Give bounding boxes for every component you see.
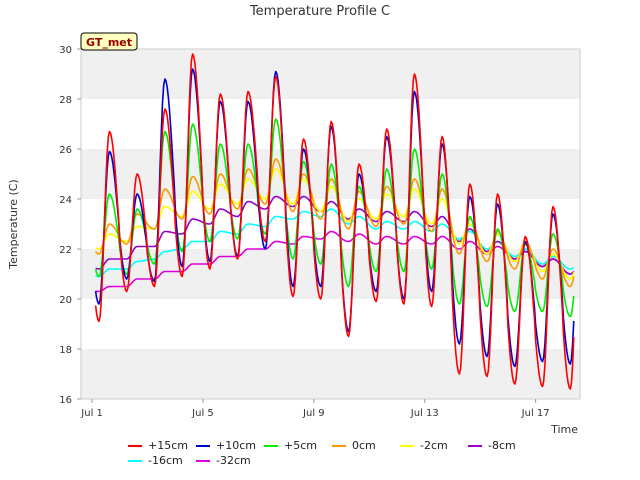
station-badge-label: GT_met	[86, 36, 132, 49]
legend-item: -16cm	[128, 454, 196, 467]
legend-swatch	[332, 444, 346, 447]
legend-swatch	[128, 444, 142, 447]
y-tick-label: 16	[59, 395, 72, 406]
x-tick-label: Jul 1	[80, 408, 103, 419]
y-tick-label: 24	[59, 195, 72, 206]
legend-item: +15cm	[128, 439, 196, 452]
x-tick-label: Jul 13	[410, 408, 439, 419]
legend-label: +5cm	[284, 439, 317, 452]
grid-band	[81, 249, 580, 299]
y-tick-label: 26	[59, 145, 72, 156]
series-lines	[94, 53, 575, 390]
grid-band	[81, 349, 580, 399]
plot-area	[80, 48, 581, 400]
legend-label: 0cm	[352, 439, 376, 452]
y-axis-label: Temperature (C)	[7, 179, 20, 269]
x-tick-label: Jul 5	[191, 408, 214, 419]
legend-item: -8cm	[468, 439, 536, 452]
station-badge: GT_met	[80, 32, 138, 51]
legend-swatch	[264, 444, 278, 447]
x-axis-ticks: Jul 1 Jul 5 Jul 9 Jul 13 Jul 17	[80, 399, 550, 419]
legend: +15cm +10cm +5cm 0cm -2cm -8cm -16cm -32cm	[128, 438, 548, 468]
legend-label: -32cm	[216, 454, 251, 467]
legend-item: +10cm	[196, 439, 264, 452]
legend-label: +10cm	[216, 439, 256, 452]
legend-item: 0cm	[332, 439, 400, 452]
legend-label: +15cm	[148, 439, 188, 452]
grid-bands	[81, 49, 580, 399]
x-tick-label: Jul 17	[521, 408, 550, 419]
y-tick-label: 20	[59, 295, 72, 306]
legend-label: -8cm	[488, 439, 516, 452]
grid-band	[81, 49, 580, 99]
x-axis-label: Time	[550, 423, 578, 436]
y-tick-label: 22	[59, 245, 72, 256]
y-tick-label: 28	[59, 95, 72, 106]
y-axis-ticks: 16 18 20 22 24 26 28 30	[59, 45, 81, 406]
legend-swatch	[196, 459, 210, 462]
legend-item: +5cm	[264, 439, 332, 452]
legend-swatch	[128, 459, 142, 462]
legend-swatch	[196, 444, 210, 447]
series-line-plus15cm	[94, 53, 575, 390]
x-tick-label: Jul 9	[302, 408, 325, 419]
legend-row: -16cm -32cm	[128, 453, 548, 468]
legend-swatch	[400, 444, 414, 447]
legend-label: -16cm	[148, 454, 183, 467]
legend-label: -2cm	[420, 439, 448, 452]
legend-item: -32cm	[196, 454, 264, 467]
legend-item: -2cm	[400, 439, 468, 452]
grid-band	[81, 149, 580, 199]
legend-row: +15cm +10cm +5cm 0cm -2cm -8cm	[128, 438, 548, 453]
y-tick-label: 30	[59, 45, 72, 56]
legend-swatch	[468, 444, 482, 447]
y-tick-label: 18	[59, 345, 72, 356]
chart-title: Temperature Profile C	[249, 4, 390, 19]
